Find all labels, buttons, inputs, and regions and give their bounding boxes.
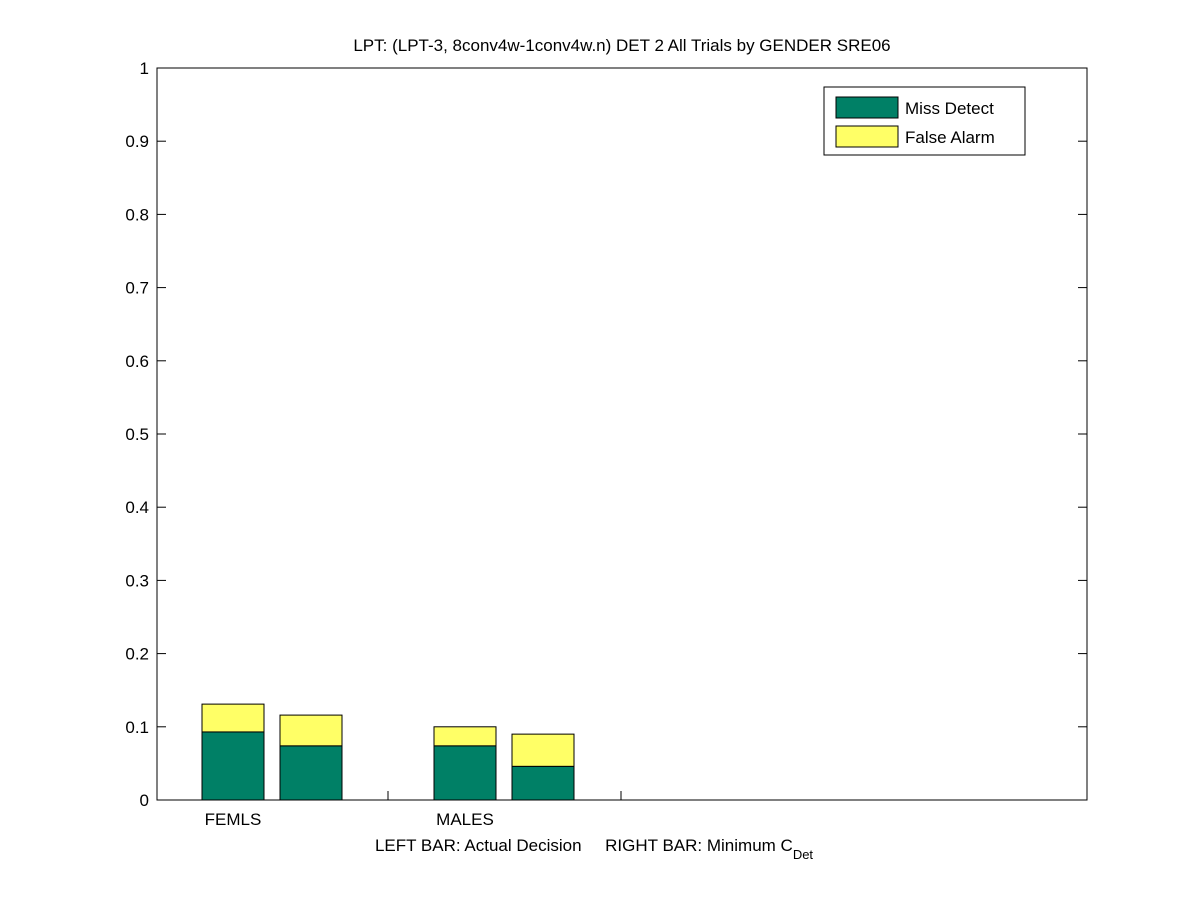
legend-swatch: [835, 96, 899, 119]
x-tick-label: MALES: [436, 810, 494, 829]
y-tick-label: 0.9: [125, 132, 149, 151]
bar-segment: [201, 703, 265, 733]
x-label-subscript: Det: [793, 847, 814, 862]
y-tick-label: 0.2: [125, 645, 149, 664]
y-tick-label: 0.1: [125, 718, 149, 737]
y-tick-label: 1: [140, 59, 149, 78]
bar-segment: [511, 733, 575, 767]
legend-label: Miss Detect: [905, 99, 994, 118]
x-label-text: LEFT BAR: Actual Decision RIGHT BAR: Min…: [375, 836, 793, 855]
y-tick-label: 0.5: [125, 425, 149, 444]
y-tick-label: 0: [140, 791, 149, 810]
bar-segment: [279, 714, 343, 747]
y-tick-label: 0.6: [125, 352, 149, 371]
y-tick-label: 0.7: [125, 279, 149, 298]
legend-label: False Alarm: [905, 128, 995, 147]
bar-segment: [511, 765, 575, 801]
plot-area: [156, 67, 1088, 801]
bar-segment: [201, 731, 265, 801]
y-tick-label: 0.3: [125, 571, 149, 590]
y-tick-label: 0.8: [125, 205, 149, 224]
bar-segment: [433, 726, 497, 747]
bar-segment: [279, 745, 343, 801]
chart-title: LPT: (LPT-3, 8conv4w-1conv4w.n) DET 2 Al…: [353, 36, 890, 55]
x-tick-label: FEMLS: [205, 810, 262, 829]
legend-swatch: [835, 125, 899, 148]
y-tick-label: 0.4: [125, 498, 149, 517]
bar-segment: [433, 745, 497, 801]
x-axis-label: LEFT BAR: Actual Decision RIGHT BAR: Min…: [375, 836, 813, 862]
